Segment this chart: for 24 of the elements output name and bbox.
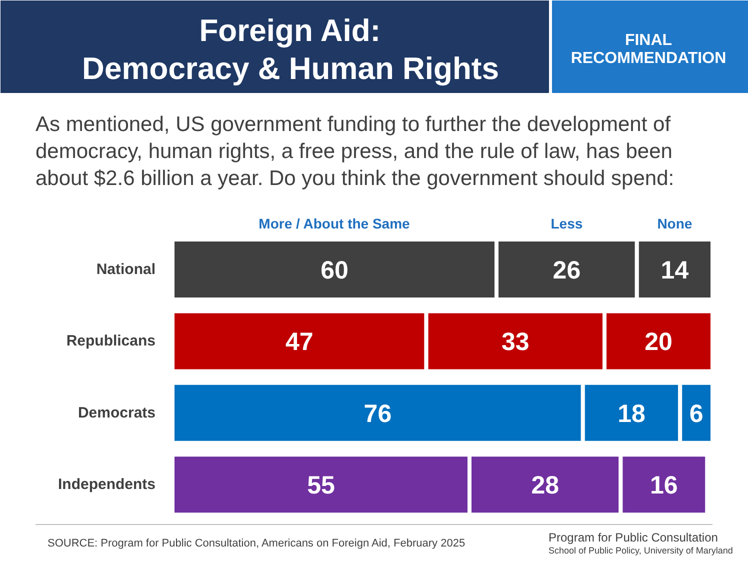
data-label: 33 bbox=[501, 328, 530, 356]
y-tick-label: National bbox=[96, 261, 156, 278]
y-tick-label: Democrats bbox=[78, 404, 156, 422]
data-label: 16 bbox=[650, 472, 678, 500]
series-label: None bbox=[657, 216, 692, 232]
series-label: Less bbox=[550, 216, 583, 232]
chart-title: Foreign Aid: Democracy & Human Rights bbox=[82, 13, 499, 86]
data-label: 20 bbox=[644, 328, 672, 356]
y-tick-label: Republicans bbox=[66, 332, 156, 350]
data-label: 26 bbox=[552, 256, 581, 284]
data-label: 28 bbox=[531, 472, 560, 500]
chart-subtitle: As mentioned, US government funding to further the development of democracy, human rights, a free press, and the rule of law, has been about $2.6 billion a year. Do you think the government should spend: bbox=[36, 113, 674, 190]
data-label: 47 bbox=[285, 328, 314, 356]
data-label: 14 bbox=[660, 256, 689, 284]
data-label: 18 bbox=[618, 400, 646, 428]
data-label: 60 bbox=[320, 256, 348, 284]
y-tick-label: Independents bbox=[58, 476, 156, 494]
source-note: SOURCE: Program for Public Consultation, Americans on Foreign Aid, February 2025 bbox=[48, 538, 466, 550]
series-label: More / About the Same bbox=[258, 216, 410, 232]
data-label: 76 bbox=[364, 400, 392, 428]
data-label: 55 bbox=[307, 472, 335, 500]
text: Program for Public Consultation School of Public Policy, University of Maryland bbox=[548, 530, 733, 556]
text: FINAL RECOMMENDATION bbox=[570, 32, 726, 67]
data-label: 6 bbox=[689, 400, 704, 428]
